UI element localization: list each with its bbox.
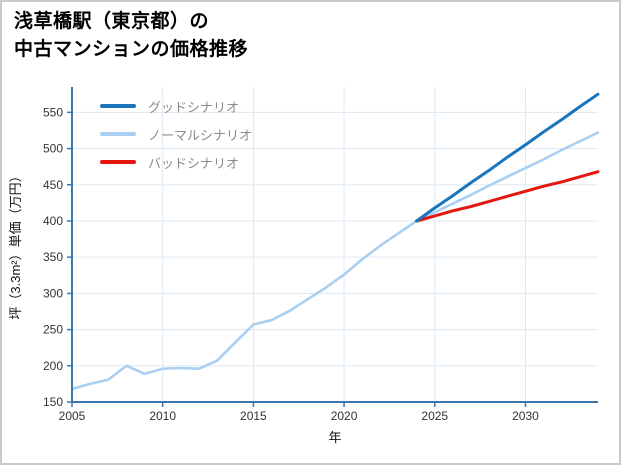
y-tick-label: 550 [43, 105, 63, 119]
y-tick-label: 500 [43, 142, 63, 156]
y-tick-label: 150 [43, 395, 63, 409]
y-tick-label: 300 [43, 286, 63, 300]
x-tick-label: 2005 [59, 409, 86, 423]
legend-item-bad: バッドシナリオ [100, 148, 252, 176]
legend-swatch-bad-icon [100, 160, 136, 164]
series-line [415, 92, 600, 223]
legend-label-bad: バッドシナリオ [148, 155, 240, 171]
y-tick-label: 400 [43, 214, 63, 228]
legend-label-normal: ノーマルシナリオ [148, 127, 253, 143]
x-tick-label: 2020 [331, 409, 358, 423]
legend-item-good: グッドシナリオ [100, 92, 252, 120]
legend-label-good: グッドシナリオ [148, 99, 240, 115]
chart-title: 浅草橋駅（東京都）の 中古マンションの価格推移 [14, 8, 248, 63]
x-tick-label: 2010 [149, 409, 176, 423]
y-tick-label: 250 [43, 323, 63, 337]
x-tick-label: 2030 [512, 409, 539, 423]
x-tick-label: 2015 [240, 409, 267, 423]
y-tick-label: 200 [43, 359, 63, 373]
chart-title-line1: 浅草橋駅（東京都）の [14, 11, 210, 32]
chart-title-line2: 中古マンションの価格推移 [14, 38, 249, 60]
legend-item-normal: ノーマルシナリオ [100, 120, 252, 148]
series-line [70, 131, 600, 391]
y-axis-title: 坪（3.3m²）単価（万円） [8, 169, 23, 319]
legend-swatch-normal-icon [100, 132, 136, 136]
y-tick-label: 450 [43, 178, 63, 192]
x-axis-title: 年 [328, 430, 341, 445]
chart-legend: グッドシナリオ ノーマルシナリオ バッドシナリオ [100, 92, 252, 176]
y-tick-label: 350 [43, 250, 63, 264]
series-line [415, 170, 600, 223]
legend-swatch-good-icon [100, 104, 136, 108]
x-tick-label: 2025 [421, 409, 448, 423]
